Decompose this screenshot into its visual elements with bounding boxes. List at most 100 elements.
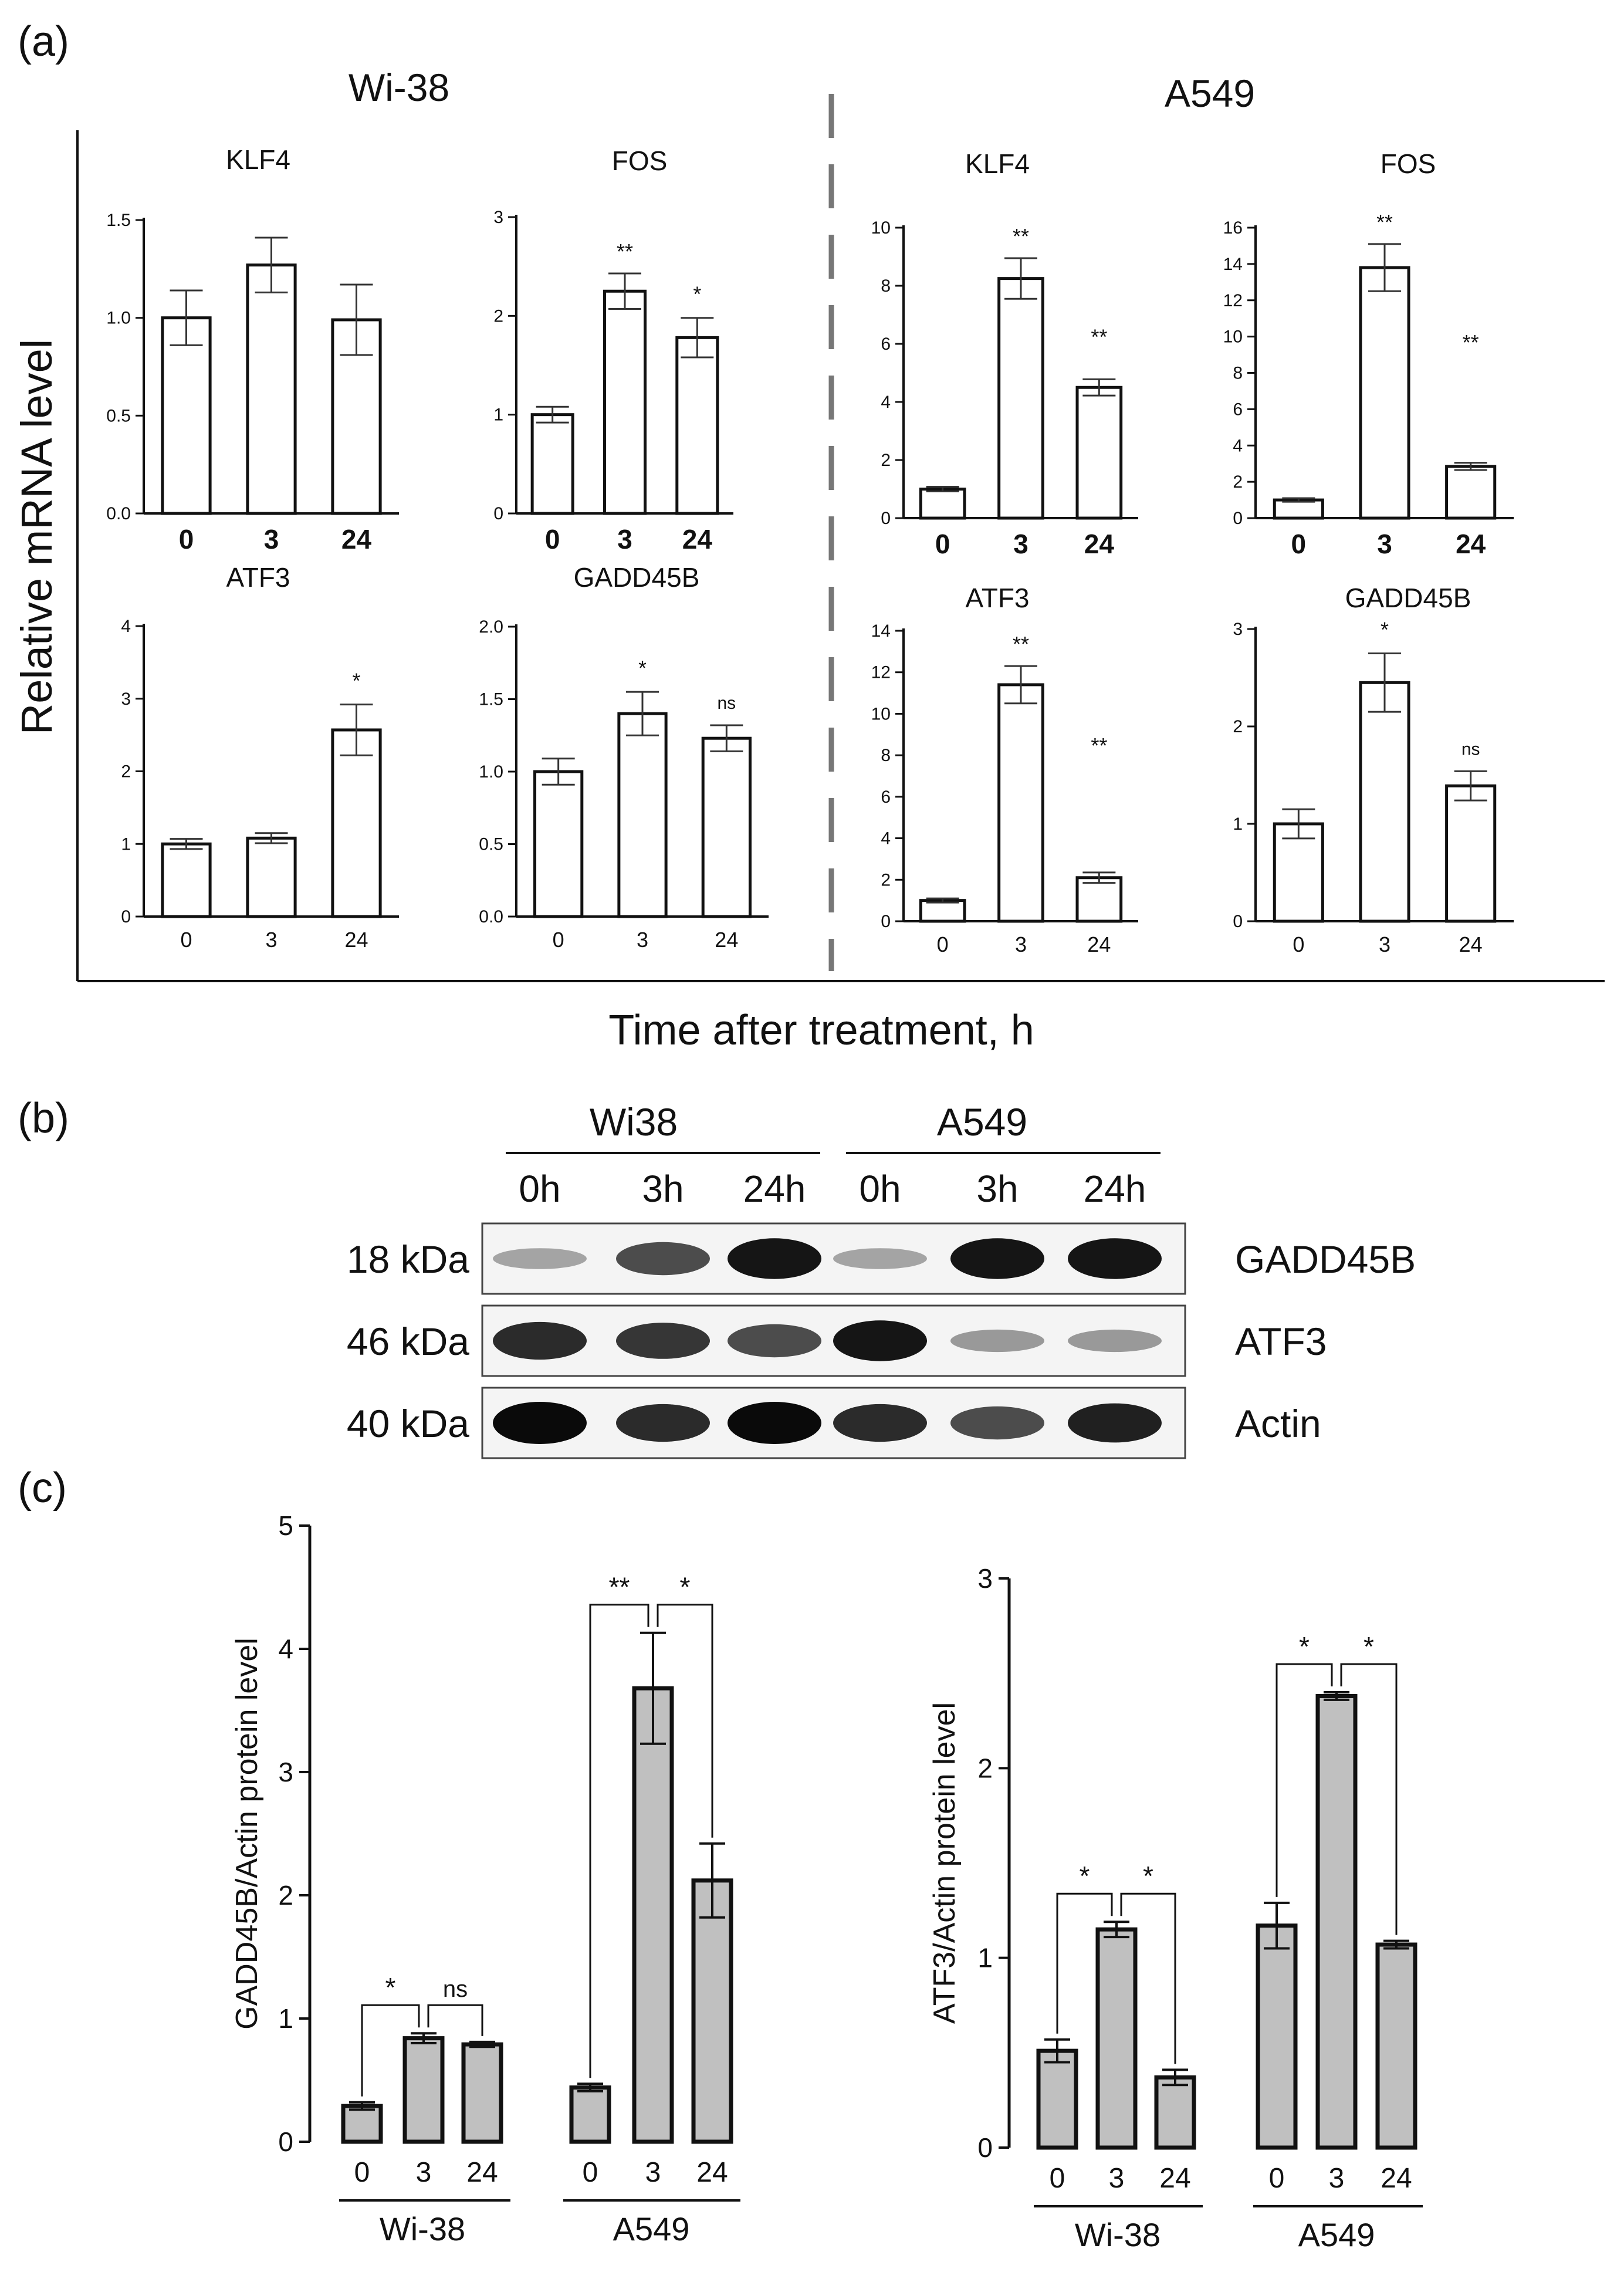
bar (675, 336, 719, 515)
x-tick-label: 24 (341, 524, 372, 555)
y-tick-label: 1.0 (106, 309, 131, 328)
group-label: A549 (613, 2210, 690, 2247)
x-tick-label: 3 (416, 2157, 432, 2188)
comparison-bracket (1120, 1892, 1176, 2064)
comparison-bracket (361, 2004, 420, 2097)
significance-label: ** (1091, 324, 1107, 349)
comparison-bracket (1275, 1663, 1333, 1897)
y-tick-label: 1.5 (106, 211, 131, 230)
blot-band (833, 1404, 927, 1442)
x-tick-label: 0 (1291, 529, 1307, 559)
significance-label: * (693, 282, 701, 306)
significance-label: ** (617, 239, 633, 263)
bar (1359, 681, 1410, 923)
comparison-label: * (1143, 1861, 1153, 1891)
x-tick-label: 24 (682, 524, 713, 555)
comparison-label: * (1080, 1861, 1090, 1891)
x-tick-label: 3 (264, 524, 279, 555)
bar (1445, 784, 1497, 923)
y-tick-label: 2 (493, 306, 503, 326)
y-tick-label: 10 (871, 704, 891, 723)
y-tick-label: 0 (881, 509, 891, 528)
blot-band (1068, 1403, 1162, 1443)
x-tick-label: 24 (1459, 932, 1483, 956)
x-tick-label: 0 (1269, 2163, 1285, 2194)
x-tick-label: 3 (1377, 529, 1392, 559)
comparison-label: ** (609, 1572, 630, 1602)
group-title-a549: A549 (1165, 72, 1255, 115)
mrna-chart-a2: FOS 0 1 2 3 0 3 ** 24 * (493, 146, 733, 555)
y-tick-label: 16 (1223, 218, 1243, 238)
bar (1075, 876, 1123, 923)
mrna-chart-a6: GADD45B 0.0 0.5 1.0 1.5 2.0 0 3 * 24 ns (479, 562, 769, 952)
blot-band (728, 1324, 821, 1358)
x-tick-label: 0 (937, 932, 949, 956)
chart-title: FOS (1381, 148, 1436, 179)
panel-c-charts: 0 1 2 3 4 5 GADD45B/Actin protein level 0 3 24 0 3 2… (230, 1510, 1423, 2253)
blot-band (493, 1402, 587, 1444)
y-tick-label: 0 (278, 2126, 293, 2157)
significance-label: * (352, 669, 360, 693)
y-tick-label: 1 (977, 1943, 993, 1973)
blot-band (616, 1323, 710, 1359)
x-tick-label: 3 (617, 524, 632, 555)
blot-band (616, 1404, 710, 1442)
y-tick-label: 3 (278, 1757, 293, 1787)
protein-chart-c2: 0 1 2 3 ATF3/Actin protein level 0 3 24 0 3 24 Wi-3… (928, 1563, 1423, 2253)
y-tick-label: 8 (1233, 364, 1243, 383)
significance-label: * (638, 656, 647, 680)
y-tick-label: 6 (1233, 400, 1243, 419)
y-tick-label: 6 (881, 787, 891, 807)
comparison-label: * (385, 1972, 396, 2003)
y-tick-label: 0 (1233, 509, 1243, 528)
blot-band (616, 1242, 710, 1276)
group-label: Wi-38 (1075, 2216, 1161, 2253)
chart-title: FOS (612, 146, 668, 176)
x-tick-label: 0 (1050, 2163, 1065, 2194)
bar (603, 289, 647, 515)
y-tick-label: 4 (121, 617, 131, 636)
significance-label: ** (1013, 224, 1029, 248)
x-tick-label: 24 (344, 928, 368, 952)
x-tick-label: 3 (645, 2157, 661, 2188)
lane-label: 3h (642, 1168, 684, 1210)
y-tick-label: 3 (977, 1563, 993, 1594)
x-tick-label: 24 (1087, 932, 1111, 956)
significance-label: ns (1461, 739, 1480, 759)
comparison-bracket (1340, 1663, 1398, 1935)
blot-row-atf3: 46 kDa ATF3 (347, 1304, 1327, 1377)
blot-band (833, 1248, 927, 1269)
x-tick-label: 0 (179, 524, 194, 555)
lane-label: 0h (519, 1168, 560, 1210)
y-tick-label: 0 (1233, 912, 1243, 931)
comparison-label: * (1299, 1631, 1310, 1662)
bar (617, 712, 668, 918)
bar (632, 1686, 674, 2144)
chart-title: GADD45B (1345, 583, 1471, 613)
y-axis-label: ATF3/Actin protein level (928, 1702, 962, 2024)
significance-label: ns (717, 694, 736, 713)
blot-row-actin: 40 kDa Actin (347, 1387, 1321, 1459)
bar (461, 2042, 503, 2144)
y-tick-label: 1 (121, 834, 131, 854)
chart-title: KLF4 (965, 148, 1030, 179)
bar (569, 2085, 611, 2144)
x-tick-label: 24 (1381, 2163, 1412, 2194)
y-tick-label: 3 (121, 689, 131, 709)
blot-band (833, 1320, 927, 1361)
y-tick-label: 4 (1233, 436, 1243, 455)
x-tick-label: 3 (1015, 932, 1027, 956)
group-label: Wi-38 (380, 2210, 465, 2247)
y-tick-label: 2 (121, 762, 131, 782)
y-axis-label-mrna: Relative mRNA level (12, 339, 61, 735)
bar (691, 1878, 733, 2144)
x-tick-label: 3 (1379, 932, 1390, 956)
y-tick-label: 0 (121, 907, 131, 927)
x-tick-label: 3 (1109, 2163, 1125, 2194)
blot-group-a549: A549 (937, 1100, 1027, 1144)
mrna-chart-a8: GADD45B 0 1 2 3 0 3 * 24 ns (1233, 583, 1514, 956)
comparison-label: * (1364, 1631, 1374, 1662)
y-tick-label: 3 (1233, 620, 1243, 639)
